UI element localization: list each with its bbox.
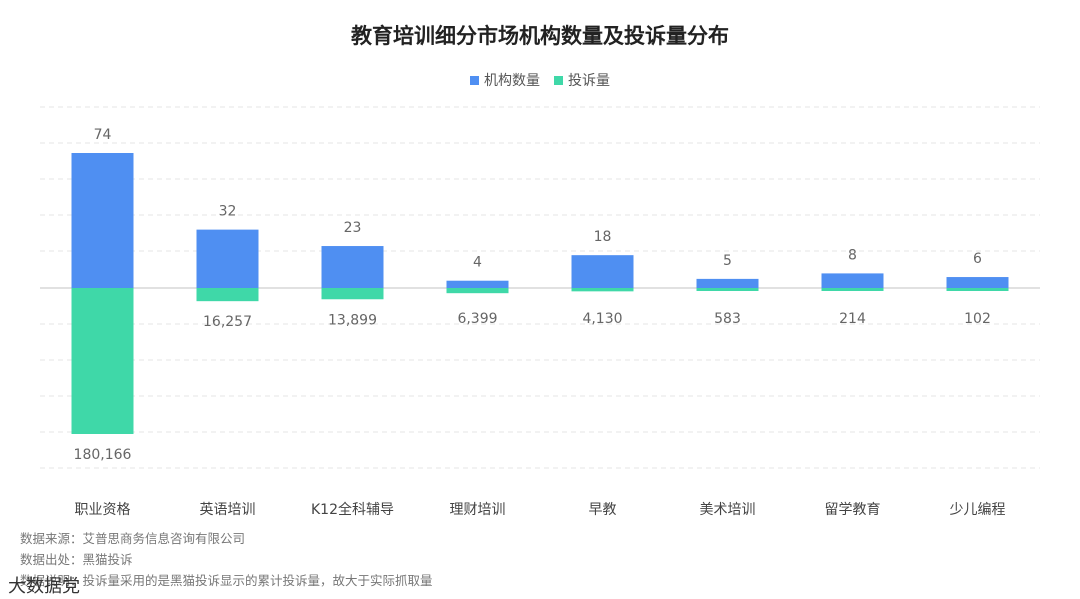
bar-complaints	[946, 288, 1009, 291]
bar-institutions	[71, 153, 134, 288]
chart-title: 教育培训细分市场机构数量及投诉量分布	[351, 24, 729, 48]
data-label-institutions: 8	[848, 247, 857, 263]
bar-institutions	[446, 280, 509, 288]
chart-plot: 74 180,166 职业资格 32 16,257 英语培训 23 13,899 K12全科辅导…	[40, 106, 1040, 518]
data-label-complaints: 102	[964, 311, 991, 327]
x-tick-label: 美术培训	[700, 502, 756, 518]
source-notes: 数据来源：艾普思商务信息咨询有限公司 数据出处：黑猫投诉 数据说明：投诉量采用的…	[20, 528, 433, 591]
legend-item-complaints: 投诉量	[554, 70, 610, 90]
bar-complaints	[696, 288, 759, 291]
bar-complaints	[446, 288, 509, 294]
bar-complaints	[571, 288, 634, 292]
bar-complaints	[321, 288, 384, 300]
data-label-complaints: 214	[839, 311, 866, 327]
bar-institutions	[571, 255, 634, 288]
x-tick-label: 留学教育	[825, 502, 881, 518]
x-tick-label: 早教	[589, 502, 617, 518]
data-label-institutions: 32	[219, 204, 237, 220]
bar-institutions	[321, 246, 384, 288]
data-label-institutions: 18	[594, 229, 612, 245]
watermark-text: 大数据党	[8, 576, 80, 597]
data-label-institutions: 5	[723, 253, 732, 269]
legend-swatch-complaints	[554, 75, 563, 85]
data-label-complaints: 13,899	[328, 312, 377, 328]
bar-complaints	[821, 288, 884, 291]
note-origin: 数据出处：黑猫投诉	[20, 552, 133, 567]
legend-label-institutions: 机构数量	[484, 73, 540, 89]
data-label-complaints: 6,399	[457, 311, 497, 327]
note-explanation: 数据说明：投诉量采用的是黑猫投诉显示的累计投诉量，故大于实际抓取量	[20, 573, 433, 588]
x-tick-label: 少儿编程	[950, 502, 1006, 518]
data-label-complaints: 16,257	[203, 314, 252, 330]
data-label-institutions: 74	[94, 127, 112, 143]
x-tick-label: K12全科辅导	[311, 501, 394, 518]
data-label-complaints: 583	[714, 311, 741, 327]
bar-complaints	[196, 288, 259, 302]
legend-label-complaints: 投诉量	[568, 73, 610, 89]
bar-complaints	[71, 288, 134, 434]
x-tick-label: 理财培训	[450, 502, 506, 518]
note-source: 数据来源：艾普思商务信息咨询有限公司	[20, 531, 246, 546]
data-label-complaints: 4,130	[582, 311, 622, 327]
data-label-institutions: 23	[344, 220, 362, 236]
data-label-institutions: 6	[973, 251, 982, 267]
x-tick-label: 英语培训	[200, 501, 256, 518]
bar-institutions	[196, 229, 259, 288]
legend-swatch-institutions	[470, 75, 479, 85]
legend: 机构数量 投诉量	[0, 70, 1080, 90]
x-tick-label: 职业资格	[75, 502, 131, 518]
data-label-institutions: 4	[473, 255, 482, 271]
legend-item-institutions: 机构数量	[470, 70, 540, 90]
bar-institutions	[946, 277, 1009, 288]
bar-institutions	[821, 273, 884, 288]
bar-institutions	[696, 278, 759, 288]
data-label-complaints: 180,166	[74, 447, 132, 463]
